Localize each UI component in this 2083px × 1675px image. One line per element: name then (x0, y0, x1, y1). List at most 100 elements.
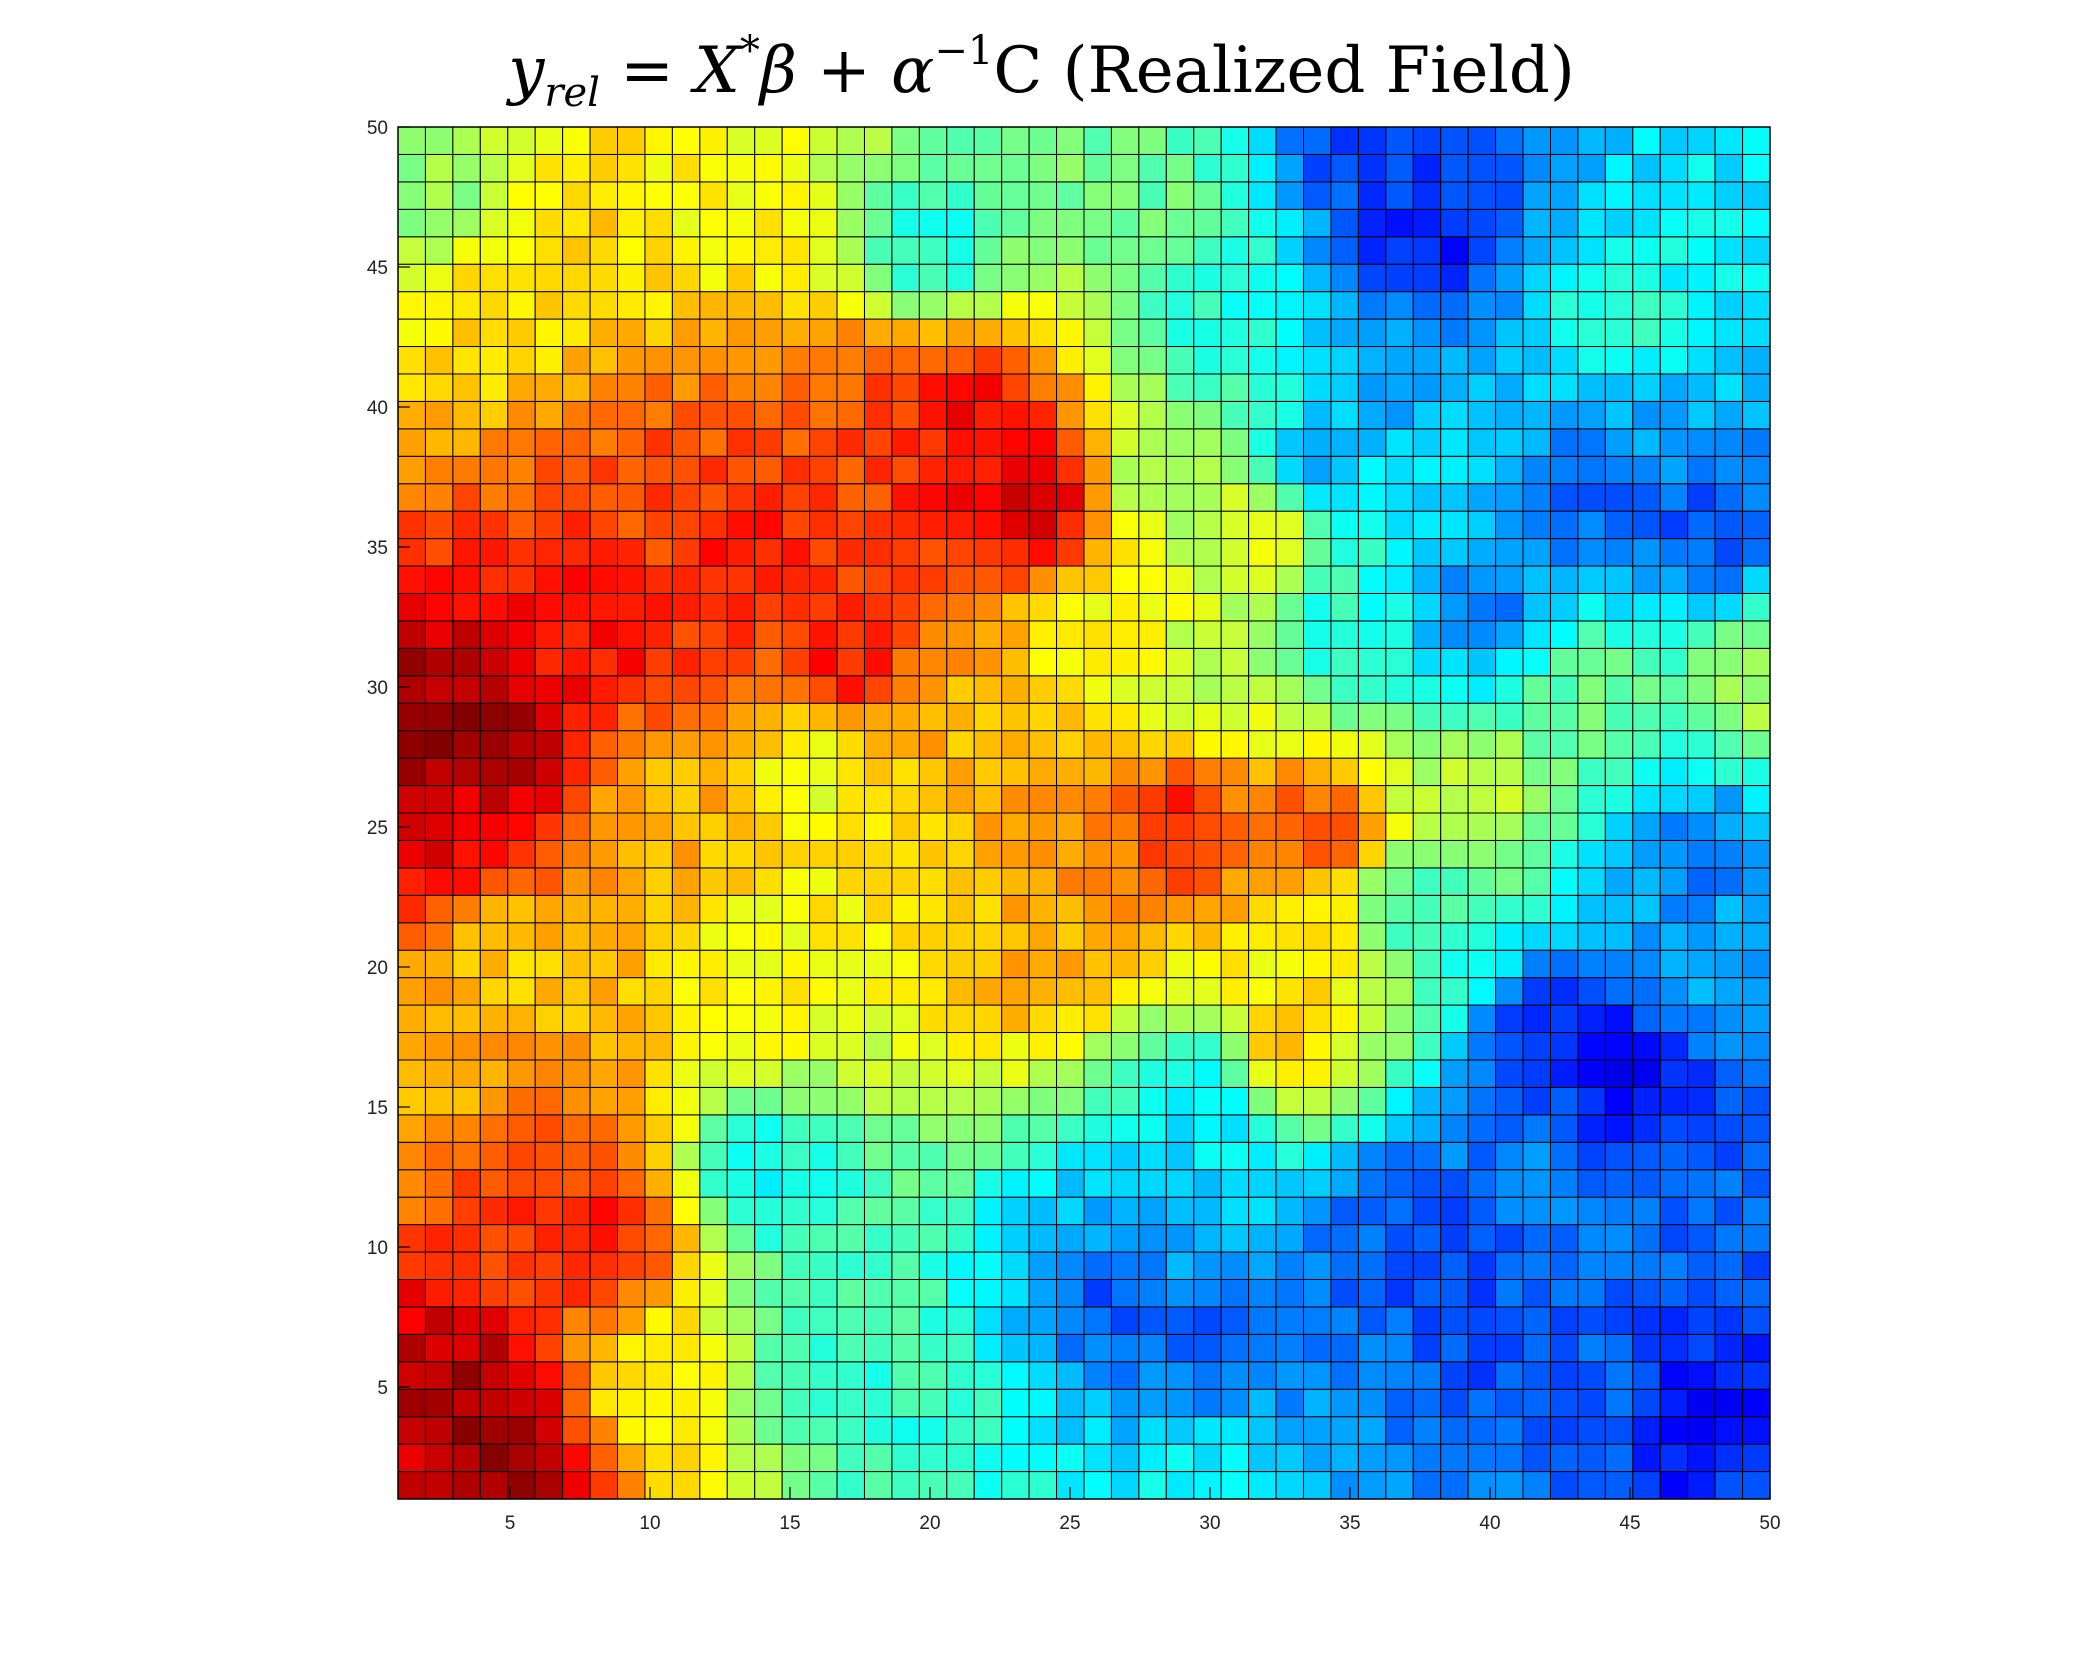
heatmap-cell (397, 894, 426, 924)
heatmap-cell (1330, 592, 1359, 622)
heatmap-cell (918, 1224, 948, 1253)
heatmap-cell (809, 1361, 838, 1390)
heatmap-cell (1220, 702, 1250, 732)
heatmap-cell (781, 1278, 811, 1308)
heatmap-cell (1687, 812, 1716, 841)
heatmap-cell (1577, 757, 1606, 787)
heatmap-cell (479, 839, 509, 869)
heatmap-cell (1220, 1114, 1250, 1143)
heatmap-cell (836, 1306, 865, 1335)
heatmap-cell (589, 1251, 619, 1280)
heatmap-cell (754, 1443, 783, 1473)
heatmap-cell (424, 1251, 454, 1280)
heatmap-cell (754, 346, 783, 375)
heatmap-cell (1687, 1388, 1716, 1418)
heatmap-cell (1275, 126, 1305, 155)
heatmap-cell (1138, 730, 1167, 759)
heatmap-cell (562, 1169, 591, 1198)
heatmap-cell (1357, 675, 1387, 704)
heatmap-cell (1495, 428, 1524, 457)
heatmap-cell (1467, 812, 1497, 841)
heatmap-cell (1440, 1169, 1469, 1198)
heatmap-cell (699, 565, 728, 594)
heatmap-cell (1412, 1471, 1442, 1500)
heatmap-cell (1056, 1004, 1085, 1034)
heatmap-cell (1330, 1278, 1359, 1308)
heatmap-cell (534, 373, 564, 402)
heatmap-cell (1659, 455, 1689, 485)
heatmap-cell (1357, 428, 1387, 457)
heatmap-cell (397, 1306, 426, 1335)
heatmap-cell (1659, 1333, 1689, 1363)
heatmap-cell (918, 1114, 948, 1143)
heatmap-cell (1577, 620, 1606, 649)
heatmap-cell (1220, 510, 1250, 540)
heatmap-cell (1522, 1471, 1551, 1500)
heatmap-cell (1604, 812, 1634, 841)
heatmap-cell (1138, 126, 1167, 155)
heatmap-cell (452, 1251, 481, 1280)
heatmap-cell (726, 785, 756, 814)
heatmap-cell (1467, 428, 1497, 457)
heatmap-cell (1577, 1059, 1606, 1088)
heatmap-cell (781, 373, 811, 402)
heatmap-cell (1110, 1416, 1140, 1445)
heatmap-cell (1549, 483, 1579, 512)
heatmap-cell (699, 208, 728, 238)
heatmap-cell (946, 839, 975, 869)
heatmap-cell (1248, 318, 1277, 348)
heatmap-cell (1687, 565, 1716, 594)
heatmap-cell (1522, 730, 1551, 759)
heatmap-cell (1714, 263, 1744, 293)
heatmap-cell (1330, 483, 1359, 512)
heatmap-cell (1522, 922, 1551, 951)
heatmap-cell (836, 1169, 865, 1198)
heatmap-cell (1495, 263, 1524, 293)
heatmap-cell (1330, 1443, 1359, 1473)
heatmap-cell (507, 1306, 536, 1335)
heatmap-cell (1248, 126, 1277, 155)
heatmap-cell (534, 428, 564, 457)
heatmap-cell (1056, 592, 1085, 622)
heatmap-cell (836, 867, 865, 896)
heatmap-cell (479, 647, 509, 677)
heatmap-cell (534, 181, 564, 210)
heatmap-cell (1467, 1251, 1497, 1280)
heatmap-cell (1742, 373, 1771, 402)
heatmap-cell (1193, 346, 1222, 375)
heatmap-cell (589, 647, 619, 677)
heatmap-cell (452, 346, 481, 375)
heatmap-cell (699, 236, 728, 265)
heatmap-cell (836, 592, 865, 622)
heatmap-cell (1028, 949, 1058, 979)
heatmap-cell (891, 1086, 920, 1116)
heatmap-cell (1687, 1141, 1716, 1171)
heatmap-cell (562, 949, 591, 979)
heatmap-cell (836, 977, 865, 1006)
heatmap-cell (1714, 1443, 1744, 1473)
heatmap-cell (617, 894, 646, 924)
heatmap-cell (1467, 1333, 1497, 1363)
heatmap-cell (1659, 208, 1689, 238)
heatmap-cell (1412, 236, 1442, 265)
heatmap-cell (726, 181, 756, 210)
heatmap-cell (1577, 592, 1606, 622)
heatmap-cell (1687, 1278, 1716, 1308)
heatmap-cell (1056, 181, 1085, 210)
heatmap-cell (1742, 538, 1771, 567)
heatmap-cell (507, 1114, 536, 1143)
heatmap-cell (699, 291, 728, 320)
heatmap-cell (1412, 647, 1442, 677)
heatmap-cell (1742, 483, 1771, 512)
heatmap-cell (1330, 757, 1359, 787)
heatmap-cell (1248, 181, 1277, 210)
heatmap-cell (1467, 592, 1497, 622)
heatmap-cell (1138, 428, 1167, 457)
heatmap-cell (973, 1278, 1003, 1308)
heatmap-cell (1577, 1141, 1606, 1171)
heatmap-cell (1110, 1086, 1140, 1116)
heatmap-cell (863, 949, 893, 979)
heatmap-cell (863, 592, 893, 622)
heatmap-cell (1659, 181, 1689, 210)
heatmap-cell (1357, 620, 1387, 649)
